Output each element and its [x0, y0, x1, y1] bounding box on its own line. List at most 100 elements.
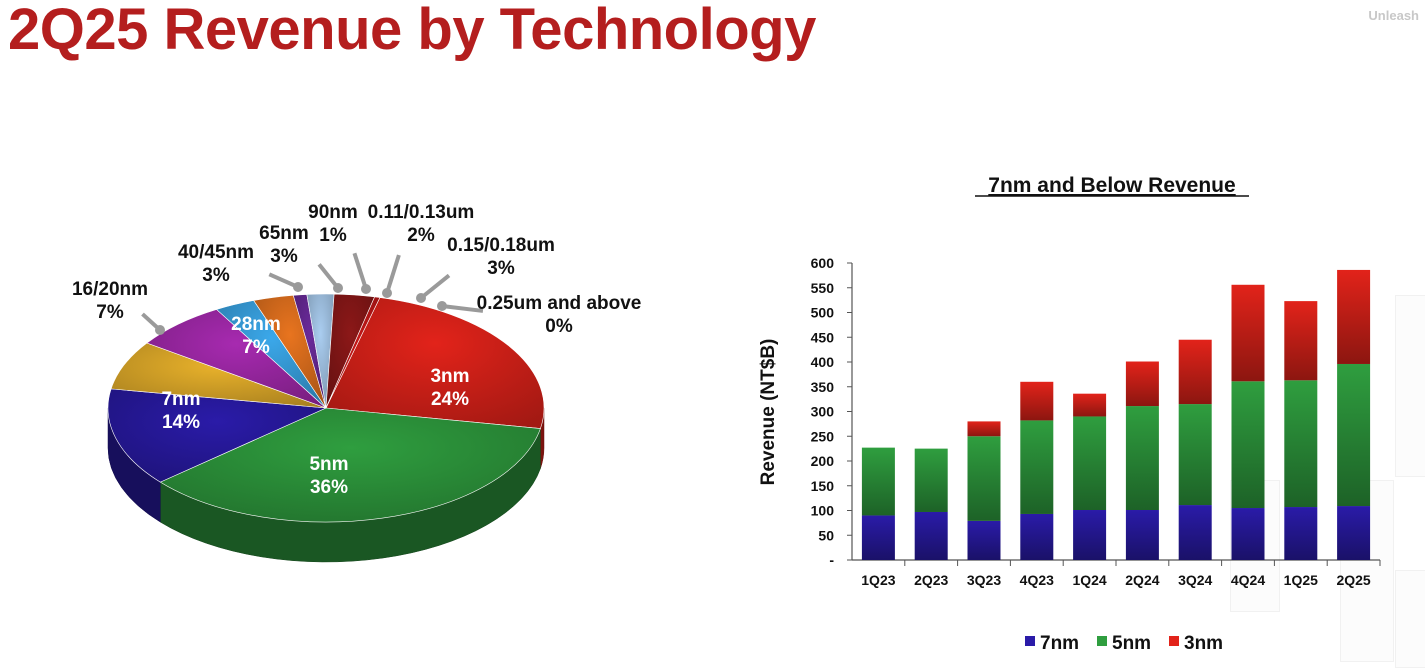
- bar-3nm-2q25: [1337, 269, 1371, 364]
- x-tick-label: 2Q23: [914, 572, 948, 588]
- pie-value-label: 3%: [487, 258, 515, 279]
- bar-3nm-3q24: [1178, 339, 1212, 405]
- bar-3nm-4q24: [1231, 284, 1265, 382]
- pie-value-label: 14%: [162, 412, 200, 433]
- background-tile: [1395, 570, 1425, 668]
- y-tick-label: -: [829, 552, 834, 568]
- pie-value-label: 3%: [202, 265, 230, 286]
- pie-slice-5nm: [159, 407, 541, 523]
- x-tick-label: 2Q25: [1336, 572, 1370, 588]
- bar-5nm-3q23: [967, 436, 1001, 521]
- pie-slice-0-25um-and-above: [325, 296, 381, 409]
- y-tick-label: 350: [811, 379, 835, 395]
- y-axis-label: Revenue (NT$B): [758, 339, 779, 486]
- x-tick-label: 3Q23: [967, 572, 1001, 588]
- pie-value-label: 1%: [319, 225, 347, 246]
- legend-label-7nm: 7nm: [1040, 633, 1079, 654]
- bar-chart-title: 7nm and Below Revenue: [988, 174, 1235, 197]
- bar-7nm-1q23: [861, 515, 895, 560]
- pie-leader-dot: [437, 301, 447, 311]
- pie-value-label: 36%: [310, 477, 348, 498]
- pie-label: 0.11/0.13um: [368, 202, 475, 223]
- x-tick-label: 2Q24: [1125, 572, 1159, 588]
- pie-value-label: 7%: [96, 302, 124, 323]
- bar-7nm-2q24: [1125, 510, 1159, 560]
- bar-7nm-2q25: [1337, 506, 1371, 560]
- pie-value-label: 24%: [431, 389, 469, 410]
- bar-5nm-1q25: [1284, 380, 1318, 508]
- bar-7nm-4q24: [1231, 508, 1265, 560]
- pie-label: 65nm: [259, 223, 309, 244]
- bar-3nm-1q24: [1073, 393, 1107, 417]
- bar-7nm-1q24: [1073, 510, 1107, 560]
- bar-5nm-3q24: [1178, 404, 1212, 506]
- pie-label: 40/45nm: [178, 242, 254, 263]
- bar-7nm-1q25: [1284, 507, 1318, 560]
- pie-leader-line: [317, 263, 340, 290]
- pie-value-label: 2%: [407, 225, 435, 246]
- legend-label-3nm: 3nm: [1184, 633, 1223, 654]
- legend-swatch-3nm: [1169, 636, 1179, 646]
- pie-leader-line: [352, 252, 368, 290]
- pie-leader-line: [268, 272, 299, 289]
- pie-value-label: 7%: [242, 337, 270, 358]
- pie-value-label: 0%: [545, 316, 573, 337]
- technology-pie-chart: 3nm24%5nm36%7nm14%16/20nm7%28nm7%40/45nm…: [72, 202, 642, 563]
- x-tick-label: 1Q24: [1072, 572, 1106, 588]
- pie-slice-7nm: [107, 388, 328, 483]
- pie-label: 0.15/0.18um: [447, 235, 555, 256]
- bar-3nm-3q23: [967, 421, 1001, 437]
- bar-7nm-3q23: [967, 520, 1001, 560]
- pie-slice-3nm: [325, 297, 545, 429]
- x-tick-label: 1Q23: [861, 572, 895, 588]
- pie-label: 3nm: [430, 366, 469, 387]
- pie-leader-dot: [361, 284, 371, 294]
- x-tick-label: 4Q24: [1231, 572, 1265, 588]
- bar-7nm-2q23: [914, 511, 948, 560]
- bar-5nm-1q24: [1073, 416, 1107, 511]
- bar-3nm-2q24: [1125, 361, 1159, 407]
- bar-5nm-4q23: [1020, 420, 1054, 514]
- legend-swatch-5nm: [1097, 636, 1107, 646]
- x-tick-label: 3Q24: [1178, 572, 1212, 588]
- pie-value-label: 3%: [270, 246, 298, 267]
- bar-5nm-2q23: [914, 448, 948, 512]
- pie-label: 28nm: [231, 314, 281, 335]
- pie-label: 0.25um and above: [477, 293, 642, 314]
- bar-5nm-2q25: [1337, 363, 1371, 507]
- y-tick-label: 300: [811, 404, 835, 420]
- bar-3nm-1q25: [1284, 301, 1318, 381]
- legend-label-5nm: 5nm: [1112, 633, 1151, 654]
- bar-5nm-4q24: [1231, 381, 1265, 509]
- bar-7nm-3q24: [1178, 505, 1212, 560]
- y-tick-label: 400: [811, 354, 835, 370]
- y-tick-label: 150: [811, 478, 835, 494]
- y-tick-label: 600: [811, 255, 835, 271]
- background-tile: [1395, 295, 1425, 477]
- pie-label: 5nm: [309, 454, 348, 475]
- y-tick-label: 550: [811, 280, 835, 296]
- pie-leader-dot: [155, 325, 165, 335]
- bar-5nm-2q24: [1125, 406, 1159, 511]
- x-tick-label: 4Q23: [1020, 572, 1054, 588]
- y-tick-label: 50: [818, 527, 834, 543]
- x-tick-label: 1Q25: [1284, 572, 1318, 588]
- bar-3nm-4q23: [1020, 381, 1054, 421]
- page-title: 2Q25 Revenue by Technology: [8, 0, 816, 62]
- pie-label: 90nm: [308, 202, 358, 223]
- y-tick-label: 250: [811, 428, 835, 444]
- pie-leader-dot: [416, 293, 426, 303]
- pie-leader-line: [441, 304, 484, 313]
- y-tick-label: 450: [811, 329, 835, 345]
- bar-7nm-4q23: [1020, 513, 1054, 560]
- pie-leader-dot: [382, 288, 392, 298]
- y-tick-label: 100: [811, 503, 835, 519]
- brand-watermark: Unleash: [1368, 8, 1419, 23]
- pie-leader-dot: [333, 283, 343, 293]
- pie-label: 16/20nm: [72, 279, 148, 300]
- bar-5nm-1q23: [861, 447, 895, 516]
- legend-swatch-7nm: [1025, 636, 1035, 646]
- pie-leader-dot: [293, 282, 303, 292]
- pie-label: 7nm: [161, 389, 200, 410]
